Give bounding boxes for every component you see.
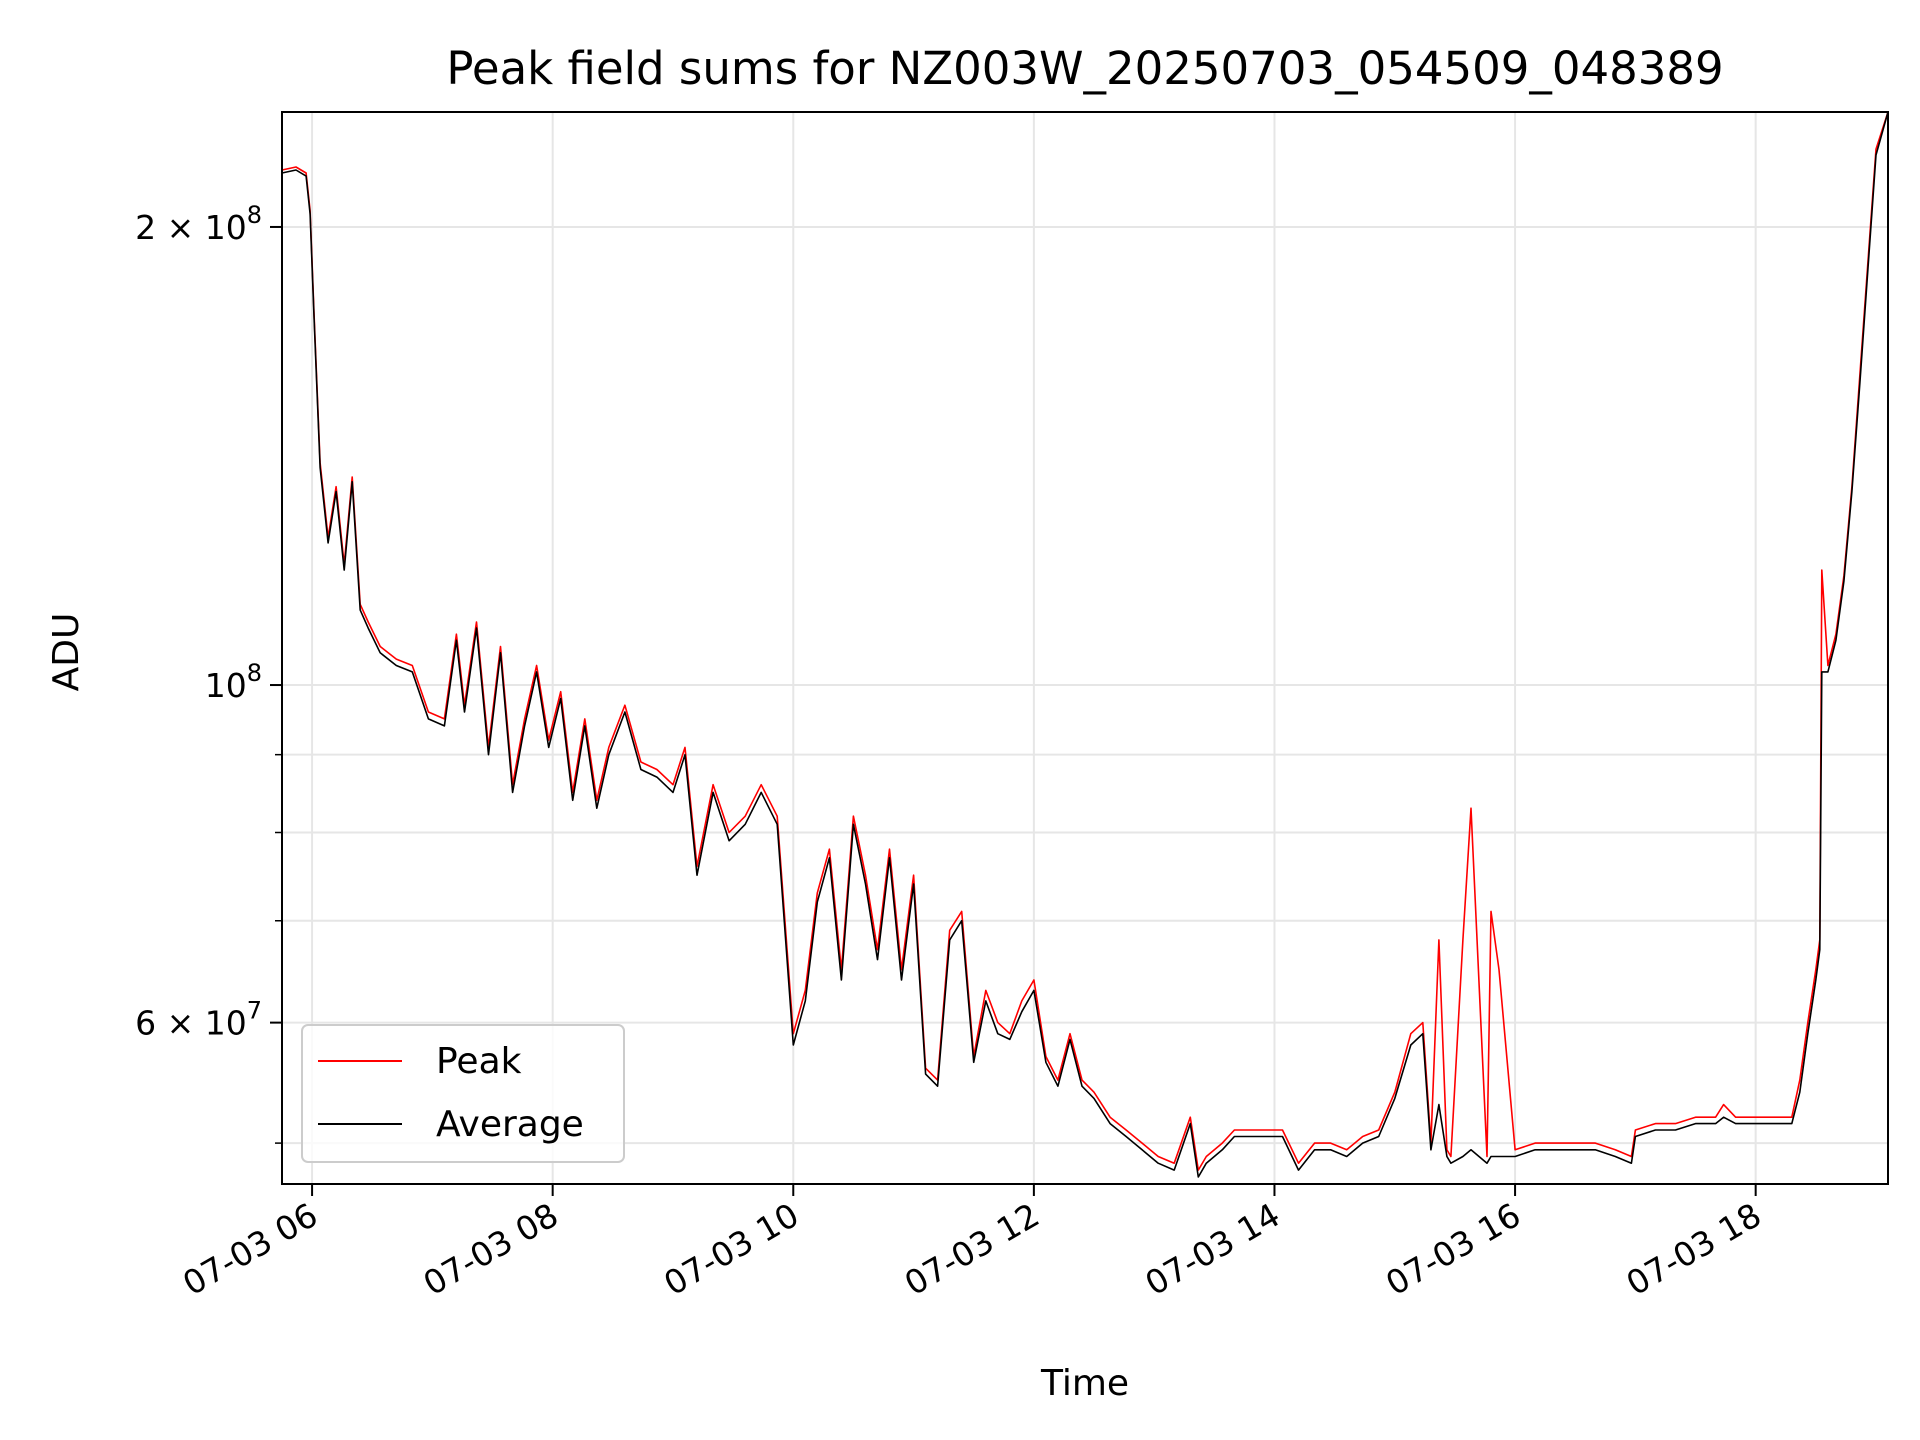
series-group [281,111,1889,1178]
legend-peak-label: Peak [436,1041,522,1082]
series-line-average [281,111,1889,1178]
series-line-peak [281,111,1889,1171]
plot-frame [281,111,1889,1185]
x-tick-label: 07-03 16 [1379,1195,1527,1303]
x-axis-label: Time [1040,1363,1129,1404]
x-tick-label: 07-03 14 [1138,1195,1286,1303]
legend-box [301,1024,625,1163]
y-tick-label: 108 [205,659,262,705]
chart-title: Peak field sums for NZ003W_20250703_0545… [446,42,1723,95]
grid-lines [282,112,1888,1184]
x-tick-label: 07-03 12 [898,1195,1046,1303]
y-tick-label: 2 × 108 [135,201,262,247]
x-tick-label: 07-03 18 [1620,1195,1768,1303]
legend: Peak Average [301,1024,625,1163]
x-tick-label: 07-03 10 [657,1195,805,1303]
y-tick-label: 6 × 107 [135,997,262,1043]
legend-average-label: Average [436,1104,584,1145]
x-tick-label: 07-03 08 [417,1195,565,1303]
y-axis-label: ADU [46,613,87,692]
x-tick-label: 07-03 06 [176,1195,324,1303]
axes-group [281,111,1889,1185]
